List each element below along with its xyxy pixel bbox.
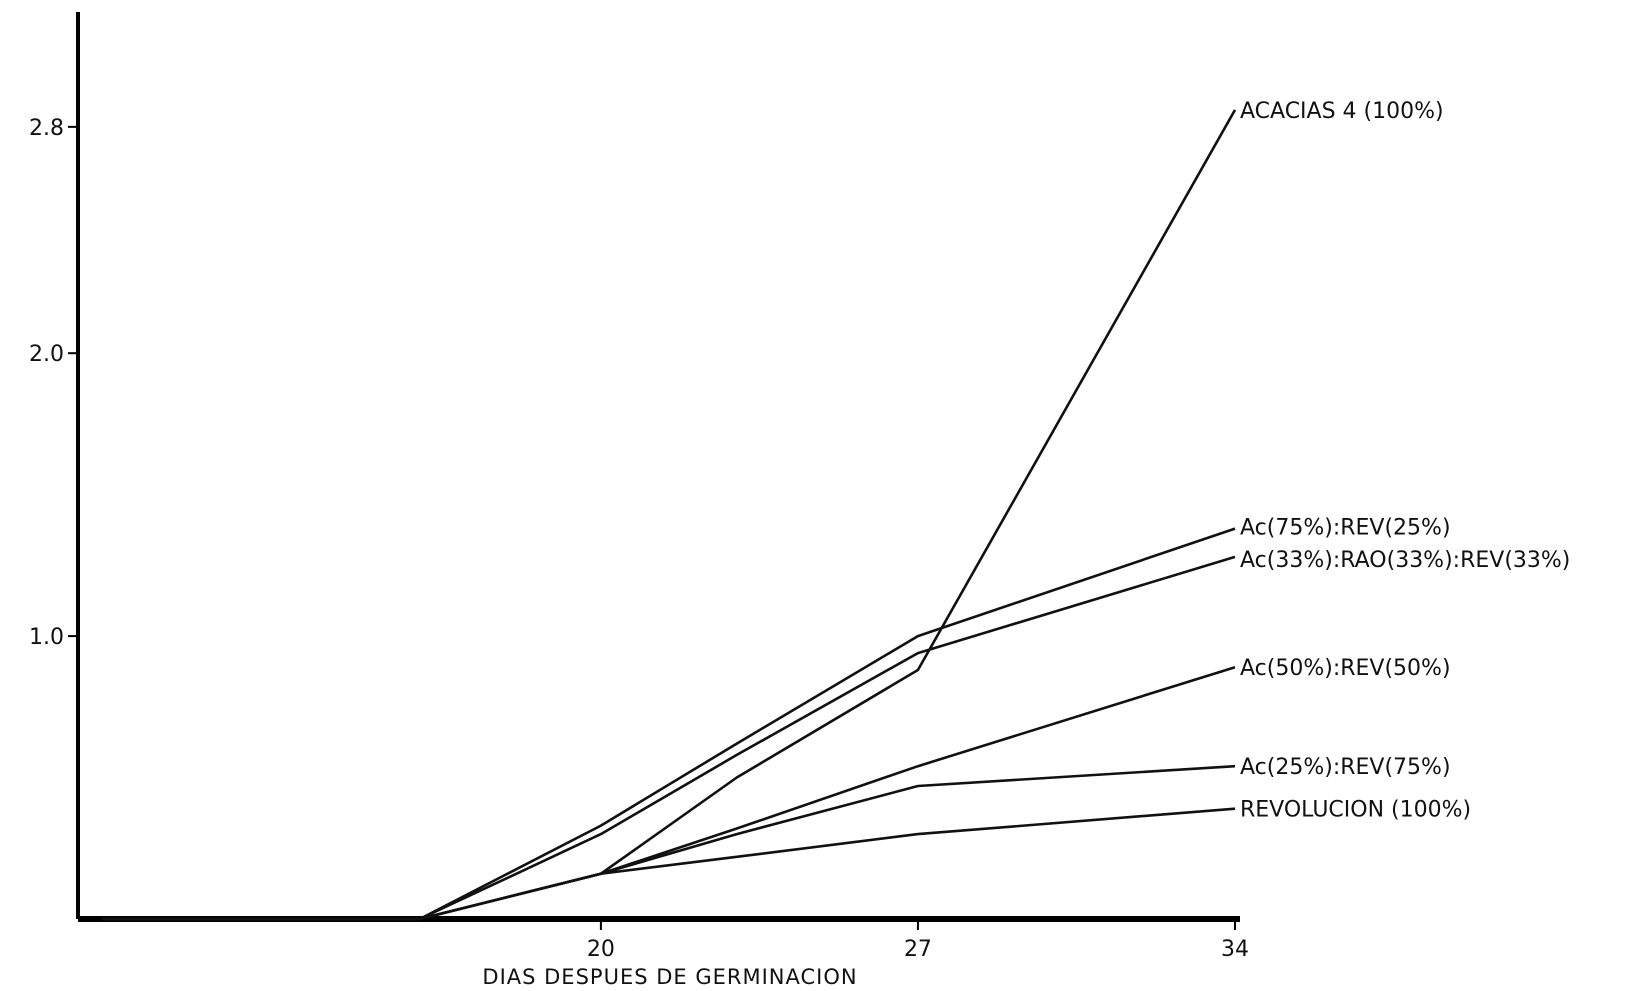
x-axis-title: DIAS DESPUES DE GERMINACION	[482, 965, 857, 989]
series-label: Ac(75%):REV(25%)	[1240, 516, 1451, 541]
x-ticks: 20 27 34	[587, 919, 1249, 962]
series-label: Ac(50%):REV(50%)	[1240, 656, 1451, 681]
series-label: REVOLUCION (100%)	[1240, 798, 1471, 823]
x-tick-label: 27	[904, 937, 932, 962]
y-tick-label: 2.8	[29, 116, 64, 141]
series-group	[102, 109, 1237, 921]
series-line	[102, 764, 1236, 921]
axes	[76, 12, 1240, 922]
series-label: ACACIAS 4 (100%)	[1240, 99, 1444, 124]
y-ticks: 1.0 2.0 2.8	[29, 116, 78, 650]
series-labels: ACACIAS 4 (100%) Ac(75%):REV(25%) Ac(33%):…	[1240, 99, 1570, 823]
series-line	[102, 807, 1236, 921]
x-tick-label: 34	[1221, 937, 1249, 962]
series-label: Ac(33%):RAO(33%):REV(33%)	[1240, 548, 1570, 573]
x-tick-label: 20	[587, 937, 615, 962]
series-line	[102, 527, 1236, 921]
y-tick-label: 2.0	[29, 342, 64, 367]
series-line	[102, 109, 1237, 921]
y-tick-label: 1.0	[29, 625, 64, 650]
series-label: Ac(25%):REV(75%)	[1240, 755, 1451, 780]
